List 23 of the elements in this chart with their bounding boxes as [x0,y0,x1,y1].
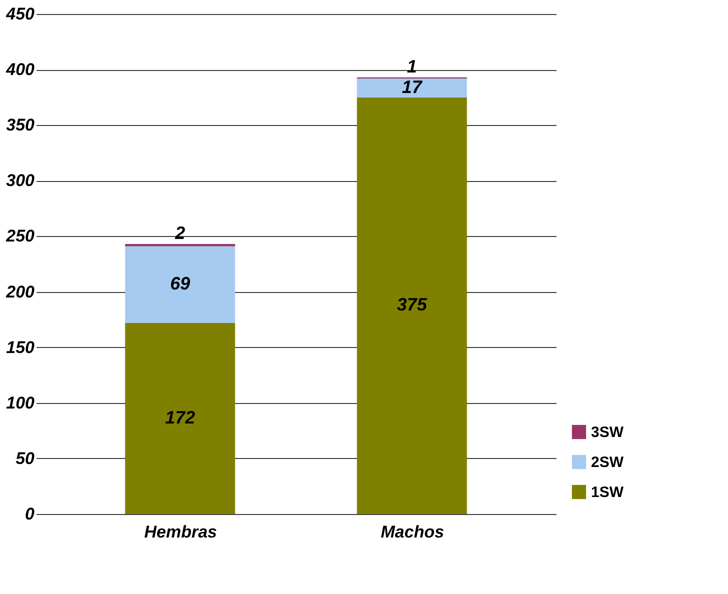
data-label: 172 [165,407,196,428]
y-tick-label: 50 [16,448,36,468]
y-tick-label: 150 [6,338,36,357]
y-tick-label: 0 [25,504,36,524]
y-tick-label: 200 [5,282,36,302]
data-label: 69 [170,274,190,294]
bar [356,97,467,514]
y-tick-label: 450 [5,4,36,24]
legend-label: 3SW [591,424,624,441]
y-tick-label: 350 [6,116,36,135]
bar [125,322,236,514]
bar [125,246,236,323]
y-tick-label: 250 [5,226,36,246]
data-label: 17 [402,76,423,97]
x-tick-label: Machos [380,522,444,542]
data-label: 375 [396,294,428,315]
bar [356,78,467,98]
y-tick-label: 400 [5,60,36,80]
y-tick-label: 100 [6,393,36,412]
legend-label: 2SW [591,454,624,471]
legend-label: 1SW [591,484,624,501]
y-tick-label: 300 [6,171,36,190]
x-tick-label: Hembras [144,522,217,542]
